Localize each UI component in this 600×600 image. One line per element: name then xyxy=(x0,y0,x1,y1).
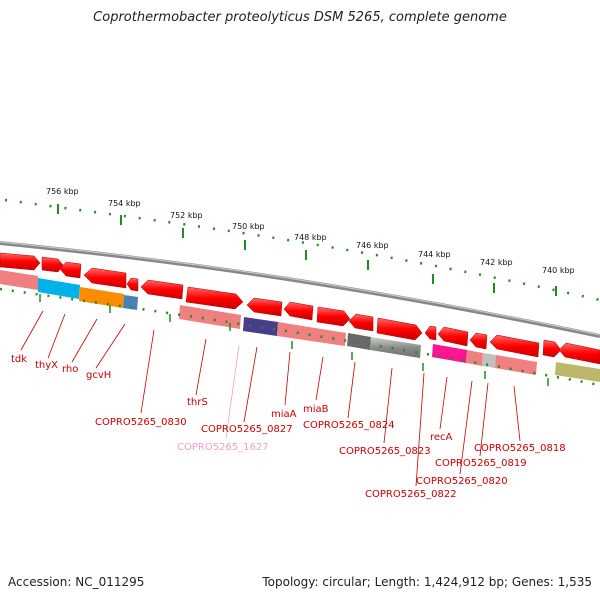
map-title: Coprothermobacter proteolyticus DSM 5265… xyxy=(93,10,507,25)
scale-label: 740 kbp xyxy=(542,266,575,275)
genome-backbone xyxy=(0,241,600,338)
gene-arrow[interactable] xyxy=(542,339,562,358)
scale-label: 750 kbp xyxy=(232,222,265,231)
gene-label-copro5265-0824[interactable]: COPRO5265_0824 xyxy=(303,420,395,431)
scale-label: 754 kbp xyxy=(108,199,141,208)
leader-lines xyxy=(20,310,521,487)
gene-track-function xyxy=(0,270,600,382)
gene-arrow[interactable] xyxy=(41,256,64,273)
gene-arrow[interactable] xyxy=(376,317,423,341)
gene-label-copro5265-1627[interactable]: COPRO5265_1627 xyxy=(177,442,269,453)
gene-label-copro5265-0818[interactable]: COPRO5265_0818 xyxy=(474,443,566,454)
gene-label-tdk[interactable]: tdk xyxy=(11,354,27,365)
gene-label-miaa[interactable]: miaA xyxy=(271,409,297,420)
gene-label-copro5265-0830[interactable]: COPRO5265_0830 xyxy=(95,417,187,428)
gene-label-rho[interactable]: rho xyxy=(62,364,78,375)
scale-label: 742 kbp xyxy=(480,258,513,267)
scale-label: 746 kbp xyxy=(356,241,389,250)
gene-label-miab[interactable]: miaB xyxy=(303,404,329,415)
gene-arrow[interactable] xyxy=(424,325,437,341)
gene-arrow[interactable] xyxy=(558,342,600,365)
gene-label-copro5265-0820[interactable]: COPRO5265_0820 xyxy=(416,476,508,487)
gene-label-reca[interactable]: recA xyxy=(430,432,453,443)
scale-label: 756 kbp xyxy=(46,187,79,196)
scale-label: 748 kbp xyxy=(294,233,327,242)
inner-ticks xyxy=(39,294,549,386)
gene-arrow[interactable] xyxy=(140,279,184,300)
gene-label-copro5265-0822[interactable]: COPRO5265_0822 xyxy=(365,489,457,500)
gene-arrow[interactable] xyxy=(246,297,283,317)
accession-text: Accession: NC_011295 xyxy=(8,575,145,589)
gene-arrow[interactable] xyxy=(0,252,41,271)
gene-arrow[interactable] xyxy=(437,326,469,347)
gene-arrow[interactable] xyxy=(126,277,139,292)
gene-label-thyx[interactable]: thyX xyxy=(35,360,58,371)
gene-arrow[interactable] xyxy=(348,313,374,332)
scale-label: 744 kbp xyxy=(418,250,451,259)
gene-label-copro5265-0827[interactable]: COPRO5265_0827 xyxy=(201,424,293,435)
gene-track-forward xyxy=(0,252,600,365)
gene-arrow[interactable] xyxy=(59,261,82,279)
gene-arrow[interactable] xyxy=(489,334,540,358)
gene-label-gcvh[interactable]: gcvH xyxy=(86,370,111,381)
gene-arrow[interactable] xyxy=(283,301,314,321)
gene-arrow[interactable] xyxy=(469,332,488,350)
gene-arrow[interactable] xyxy=(185,286,244,310)
gene-label-thrs[interactable]: thrS xyxy=(187,397,208,408)
outer-scale-track: 756 kbp 754 kbp 752 kbp 750 kbp 748 kbp … xyxy=(4,187,600,302)
scale-label: 752 kbp xyxy=(170,211,203,220)
gene-label-copro5265-0819[interactable]: COPRO5265_0819 xyxy=(435,458,527,469)
gene-label-copro5265-0823[interactable]: COPRO5265_0823 xyxy=(339,446,431,457)
gene-arrow[interactable] xyxy=(83,267,127,289)
genome-summary: Topology: circular; Length: 1,424,912 bp… xyxy=(262,575,592,589)
gene-arrow[interactable] xyxy=(316,306,351,327)
